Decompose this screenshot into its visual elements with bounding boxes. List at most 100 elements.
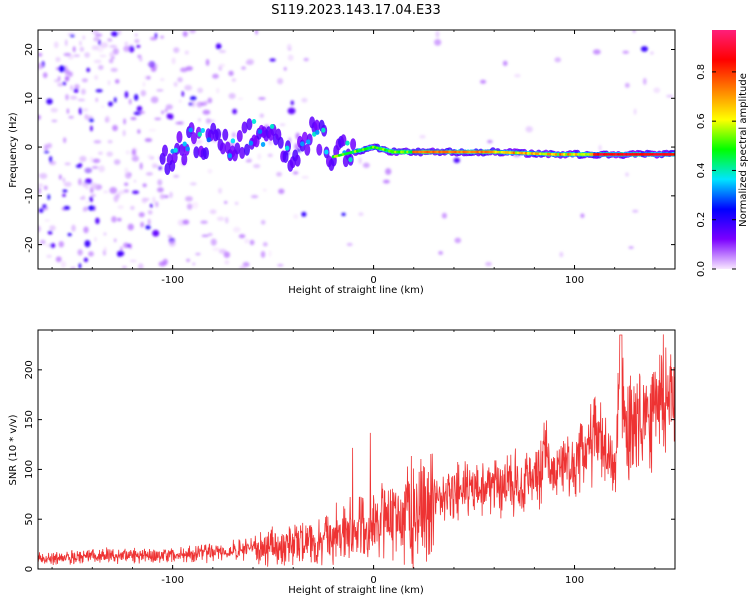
noise-blob	[142, 81, 146, 88]
noise-blob	[38, 62, 44, 70]
noise-blob	[168, 113, 174, 120]
noise-blob	[632, 209, 639, 213]
ridge-halo	[176, 130, 183, 143]
noise-blob	[485, 261, 492, 267]
noise-blob	[152, 196, 156, 204]
noise-blob	[46, 254, 52, 258]
noise-blob	[117, 205, 124, 210]
noise-blob	[175, 121, 182, 125]
noise-blob	[137, 129, 141, 134]
noise-blob	[154, 201, 159, 208]
noise-blob	[138, 212, 145, 218]
noise-blob	[454, 237, 462, 244]
noise-blob	[276, 171, 282, 177]
noise-blob	[38, 52, 43, 57]
noise-blob	[38, 183, 44, 187]
noise-blob	[79, 40, 82, 46]
snr-ylabel: SNR (10 * v/v)	[8, 414, 19, 485]
noise-blob	[171, 57, 176, 65]
noise-blob	[139, 56, 143, 62]
noise-blob	[87, 205, 95, 211]
ridge-core	[200, 127, 205, 133]
spectrogram-heatmap	[38, 30, 675, 269]
noise-blob	[118, 190, 125, 195]
noise-blob	[150, 65, 157, 72]
noise-blob	[260, 250, 266, 258]
noise-blob	[64, 75, 70, 82]
ridge-halo	[219, 142, 226, 155]
spectrogram-xlabel: Height of straight line (km)	[288, 285, 424, 296]
noise-blob	[107, 38, 113, 42]
noise-blob	[91, 45, 100, 51]
noise-blob	[241, 66, 246, 70]
ridge-halo	[236, 129, 243, 142]
noise-blob	[262, 242, 268, 247]
noise-blob	[83, 206, 88, 212]
noise-blob	[134, 39, 140, 44]
noise-blob	[50, 107, 58, 113]
noise-blob	[46, 142, 53, 149]
ridge-core	[230, 138, 236, 144]
ridge-halo	[181, 153, 188, 166]
noise-blob	[653, 87, 661, 94]
noise-blob	[85, 182, 89, 190]
noise-blob	[57, 76, 61, 81]
noise-blob	[43, 185, 48, 191]
noise-blob	[218, 187, 222, 194]
noise-blob	[66, 108, 70, 114]
noise-blob	[133, 179, 137, 183]
noise-blob	[63, 205, 71, 210]
noise-blob	[124, 41, 129, 46]
x-tick-label: 100	[565, 275, 584, 286]
noise-blob	[666, 94, 674, 98]
noise-blob	[38, 187, 42, 195]
noise-blob	[346, 242, 353, 247]
noise-blob	[147, 218, 151, 226]
ridge-core	[182, 141, 187, 147]
y-tick-label: 200	[24, 360, 35, 379]
noise-blob	[107, 80, 111, 86]
noise-blob	[157, 179, 163, 186]
noise-blob	[97, 151, 103, 155]
noise-blob	[109, 186, 118, 194]
noise-blob	[502, 60, 508, 67]
ridge-core	[306, 139, 311, 145]
noise-blob	[640, 46, 648, 52]
noise-blob	[290, 100, 294, 106]
noise-blob	[103, 190, 109, 194]
noise-blob	[121, 265, 127, 269]
noise-blob	[202, 109, 211, 115]
noise-blob	[164, 108, 168, 113]
noise-blob	[88, 118, 94, 123]
ridge-core	[185, 146, 190, 152]
noise-blob	[212, 73, 219, 79]
noise-blob	[358, 157, 362, 164]
noise-blob	[88, 251, 94, 257]
noise-blob	[55, 256, 62, 263]
ridge-core	[260, 141, 266, 147]
ridge-halo	[282, 150, 289, 163]
noise-blob	[197, 118, 201, 122]
noise-blob	[71, 224, 76, 232]
noise-blob	[82, 108, 89, 112]
noise-blob	[58, 174, 62, 180]
noise-blob	[128, 98, 132, 105]
ridge-halo	[304, 143, 311, 156]
noise-blob	[181, 90, 185, 97]
noise-blob	[279, 123, 286, 127]
noise-blob	[91, 165, 99, 169]
colorbar-axes: 0.0 0.2 0.4 0.6 0.8	[696, 64, 736, 277]
noise-blob	[103, 232, 107, 236]
noise-blob	[246, 58, 255, 66]
ridge-core	[345, 140, 350, 146]
noise-blob	[78, 178, 82, 186]
snr-frame	[37, 329, 676, 570]
noise-blob	[84, 178, 93, 185]
noise-blob	[113, 159, 121, 165]
noise-blob	[145, 172, 153, 176]
noise-blob	[84, 168, 93, 172]
ridge-halo	[246, 118, 253, 131]
noise-blob	[158, 166, 162, 171]
noise-blob	[163, 195, 169, 199]
noise-blob	[47, 194, 51, 201]
